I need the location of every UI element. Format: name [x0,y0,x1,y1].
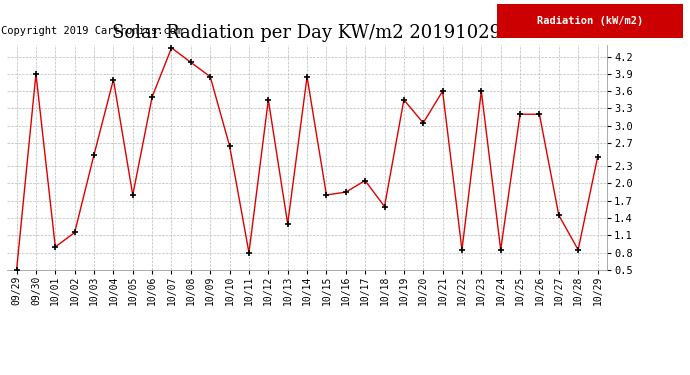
Title: Solar Radiation per Day KW/m2 20191029: Solar Radiation per Day KW/m2 20191029 [112,24,502,42]
Text: Radiation (kW/m2): Radiation (kW/m2) [537,16,643,26]
Text: Copyright 2019 Cartronics.com: Copyright 2019 Cartronics.com [1,26,182,36]
